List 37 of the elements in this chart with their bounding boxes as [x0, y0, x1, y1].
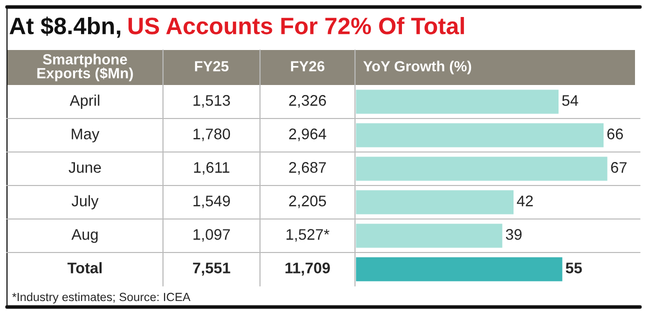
data-label: 39	[506, 229, 522, 240]
text: 2,964	[289, 128, 326, 142]
y-tick-label: May	[72, 128, 100, 142]
y-tick-label: Aug	[71, 229, 98, 243]
bar	[356, 123, 604, 148]
data-label: 67	[611, 162, 627, 173]
text: 1,513	[194, 95, 230, 108]
data-label: 66	[607, 128, 623, 140]
y-tick-label: Total	[67, 262, 102, 274]
text: FY26	[291, 61, 324, 72]
text: 2,687	[289, 162, 326, 175]
text: *Industry estimates; Source: ICEA	[12, 292, 190, 304]
text: FY25	[195, 61, 229, 72]
y-tick-label: April	[70, 94, 100, 109]
text: 2,205	[289, 196, 326, 208]
text: 2,326	[289, 95, 326, 108]
text: 1,097	[194, 229, 230, 242]
text: Smartphone Exports ($Mn)	[37, 54, 133, 82]
bar	[356, 90, 559, 114]
text: 11,709	[286, 262, 330, 276]
data-label: 54	[562, 95, 578, 106]
bar	[356, 224, 502, 248]
text: At $8.4bn,	[10, 16, 120, 38]
text: 1,780	[194, 128, 230, 142]
text: 1,527*	[286, 229, 330, 242]
text: 7,551	[193, 262, 230, 276]
y-tick-label: June	[68, 162, 101, 173]
text: 1,549	[194, 196, 230, 208]
bar	[356, 190, 514, 214]
text: 1,611	[194, 162, 230, 175]
data-label: 55	[566, 262, 582, 274]
bar	[356, 257, 562, 282]
chart-subtitle: US Accounts For 72% Of Total	[128, 16, 464, 34]
data-label: 42	[516, 196, 533, 206]
x-axis-title: YoY Growth (%)	[363, 60, 472, 74]
bar	[356, 156, 608, 181]
y-tick-label: July	[72, 195, 99, 210]
